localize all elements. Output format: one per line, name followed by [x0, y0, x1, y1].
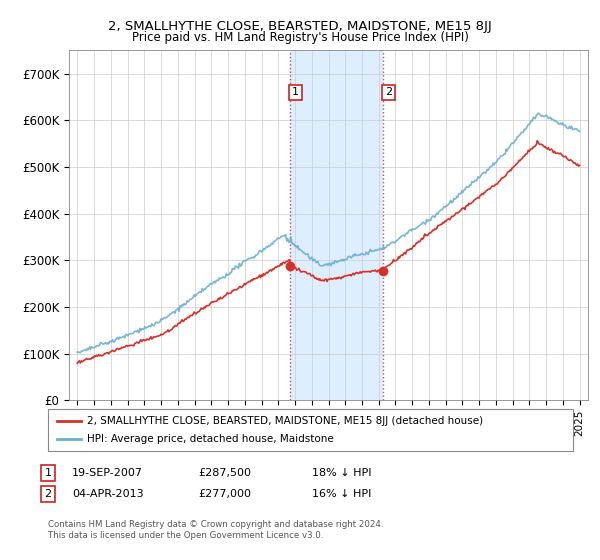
- Text: 18% ↓ HPI: 18% ↓ HPI: [312, 468, 371, 478]
- Text: 2, SMALLHYTHE CLOSE, BEARSTED, MAIDSTONE, ME15 8JJ: 2, SMALLHYTHE CLOSE, BEARSTED, MAIDSTONE…: [108, 20, 492, 32]
- Text: 2: 2: [385, 87, 392, 97]
- Text: 04-APR-2013: 04-APR-2013: [72, 489, 143, 499]
- Text: HPI: Average price, detached house, Maidstone: HPI: Average price, detached house, Maid…: [87, 434, 334, 444]
- Text: 19-SEP-2007: 19-SEP-2007: [72, 468, 143, 478]
- Text: 2: 2: [44, 489, 52, 499]
- Text: £277,000: £277,000: [198, 489, 251, 499]
- Text: 1: 1: [44, 468, 52, 478]
- Text: 2, SMALLHYTHE CLOSE, BEARSTED, MAIDSTONE, ME15 8JJ (detached house): 2, SMALLHYTHE CLOSE, BEARSTED, MAIDSTONE…: [87, 416, 483, 426]
- Text: 1: 1: [292, 87, 299, 97]
- Bar: [290, 50, 383, 400]
- Text: Price paid vs. HM Land Registry's House Price Index (HPI): Price paid vs. HM Land Registry's House …: [131, 31, 469, 44]
- Text: £287,500: £287,500: [198, 468, 251, 478]
- Text: 16% ↓ HPI: 16% ↓ HPI: [312, 489, 371, 499]
- Text: Contains HM Land Registry data © Crown copyright and database right 2024.
This d: Contains HM Land Registry data © Crown c…: [48, 520, 383, 540]
